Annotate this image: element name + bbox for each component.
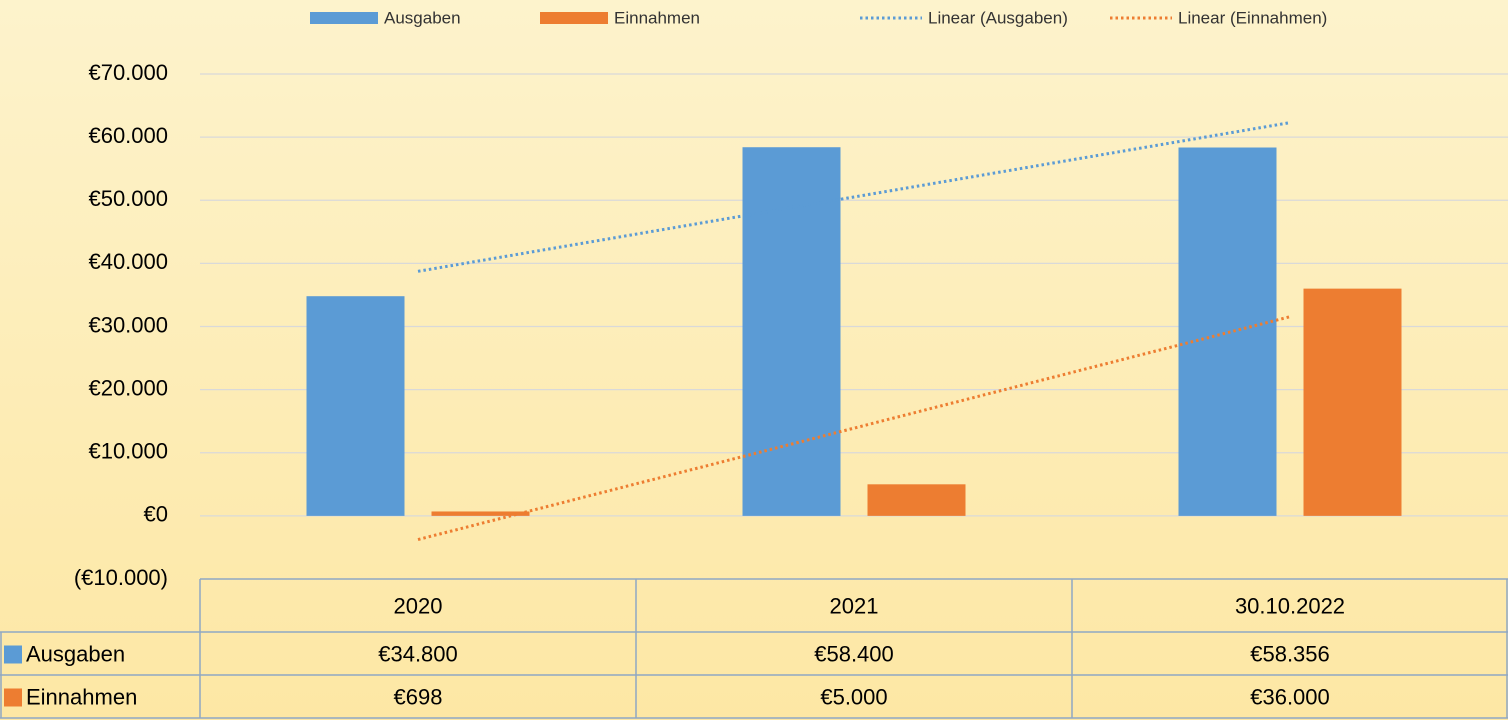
bar <box>431 511 530 516</box>
x-tick-label: 2020 <box>394 593 443 618</box>
trendline <box>417 121 1291 273</box>
y-tick-label: €20.000 <box>88 375 168 400</box>
table-row-label: Ausgaben <box>26 641 125 666</box>
y-tick-label: €70.000 <box>88 60 168 85</box>
table-swatch <box>4 645 22 664</box>
x-tick-label: 2021 <box>830 593 879 618</box>
bar <box>867 484 966 516</box>
y-tick-label: €10.000 <box>88 439 168 464</box>
y-tick-label: €30.000 <box>88 312 168 337</box>
x-tick-label: 30.10.2022 <box>1235 593 1345 618</box>
bar <box>1303 288 1402 516</box>
y-tick-label: €60.000 <box>88 123 168 148</box>
bar <box>306 296 405 516</box>
legend-swatch <box>310 12 378 24</box>
table-value: €698 <box>394 684 443 709</box>
legend-label: Einnahmen <box>614 8 700 27</box>
y-tick-label: €0 <box>144 502 168 527</box>
legend-label: Linear (Ausgaben) <box>928 8 1068 27</box>
table-value: €58.356 <box>1250 641 1330 666</box>
y-tick-label: (€10.000) <box>74 565 168 590</box>
legend-label: Ausgaben <box>384 8 461 27</box>
table-value: €58.400 <box>814 641 894 666</box>
table-value: €34.800 <box>378 641 458 666</box>
table-value: €5.000 <box>820 684 887 709</box>
trendline <box>417 315 1291 542</box>
y-tick-label: €40.000 <box>88 249 168 274</box>
bar <box>742 147 841 516</box>
table-row-label: Einnahmen <box>26 684 137 709</box>
y-tick-label: €50.000 <box>88 186 168 211</box>
table-value: €36.000 <box>1250 684 1330 709</box>
bar <box>1178 147 1277 516</box>
legend-swatch <box>540 12 608 24</box>
legend-label: Linear (Einnahmen) <box>1178 8 1327 27</box>
table-swatch <box>4 688 22 707</box>
